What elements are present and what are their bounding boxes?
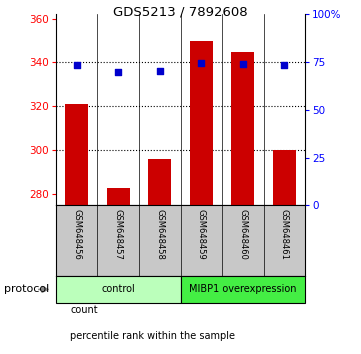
Point <box>116 69 121 74</box>
Bar <box>56 276 180 303</box>
Text: count: count <box>70 305 98 315</box>
Text: GDS5213 / 7892608: GDS5213 / 7892608 <box>113 5 248 18</box>
Bar <box>190 40 213 205</box>
Text: GSM648459: GSM648459 <box>197 209 206 259</box>
Bar <box>273 150 296 205</box>
Bar <box>231 52 254 205</box>
Text: GSM648458: GSM648458 <box>155 209 164 260</box>
Text: MIBP1 overexpression: MIBP1 overexpression <box>189 284 296 295</box>
Bar <box>180 276 305 303</box>
Text: protocol: protocol <box>4 284 49 295</box>
Point <box>157 68 162 73</box>
Bar <box>148 159 171 205</box>
Bar <box>65 104 88 205</box>
Text: control: control <box>101 284 135 295</box>
Text: GSM648457: GSM648457 <box>114 209 123 260</box>
Text: percentile rank within the sample: percentile rank within the sample <box>70 331 235 341</box>
Point <box>74 62 80 68</box>
Text: GSM648456: GSM648456 <box>72 209 81 260</box>
Bar <box>107 188 130 205</box>
Point <box>199 60 204 66</box>
Text: GSM648460: GSM648460 <box>238 209 247 260</box>
Text: GSM648461: GSM648461 <box>280 209 289 260</box>
Point <box>282 62 287 68</box>
Point <box>240 61 245 67</box>
